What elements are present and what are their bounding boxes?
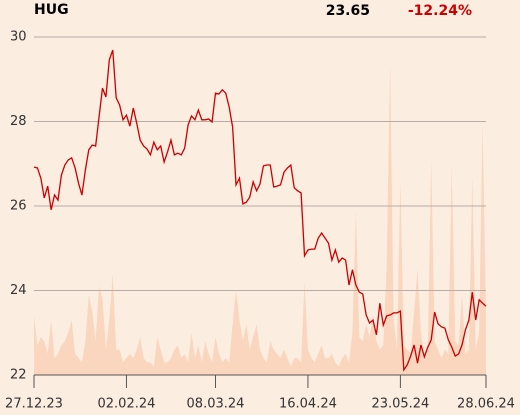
y-tick-label: 22 — [10, 368, 27, 383]
y-tick-label: 24 — [10, 283, 27, 298]
last-price: 23.65 — [326, 3, 370, 19]
x-tick-label: 27.12.23 — [5, 397, 63, 412]
price-change: -12.24% — [408, 3, 472, 19]
x-tick-label: 02.02.24 — [98, 397, 156, 412]
x-tick-label: 08.03.24 — [187, 397, 245, 412]
x-tick-label: 16.04.24 — [279, 397, 337, 412]
volume-area — [34, 62, 486, 375]
x-tick-label: 28.06.24 — [457, 397, 515, 412]
y-tick-label: 28 — [10, 114, 27, 129]
x-tick-label: 23.05.24 — [371, 397, 429, 412]
y-tick-label: 26 — [10, 199, 27, 214]
ticker: HUG — [34, 2, 69, 18]
y-tick-label: 30 — [10, 30, 27, 45]
price-line — [33, 49, 487, 372]
